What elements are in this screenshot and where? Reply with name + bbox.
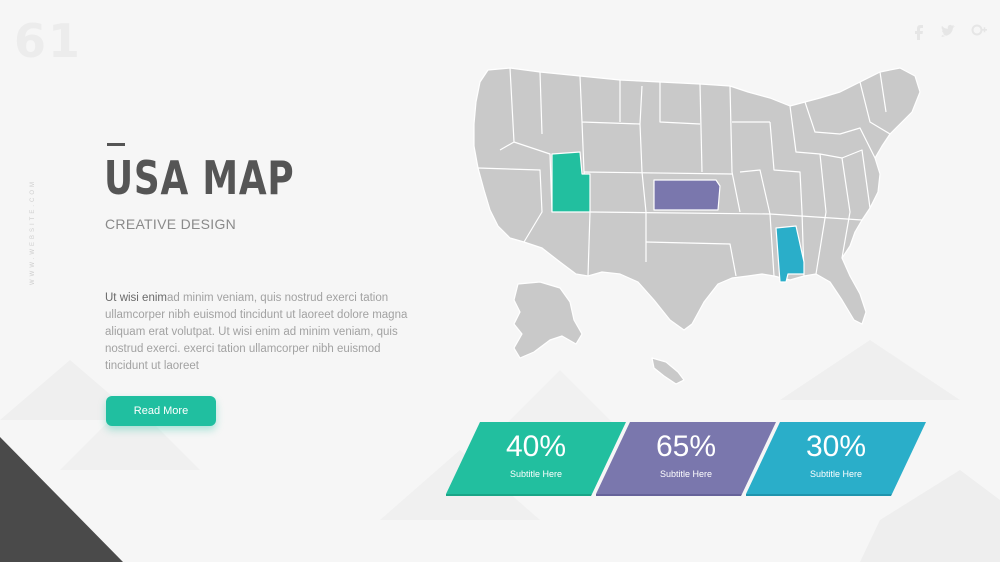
slide-number: 61	[14, 14, 83, 68]
body-paragraph: Ut wisi enimad minim veniam, quis nostru…	[105, 290, 420, 375]
usa-map	[473, 67, 921, 385]
map-hawaii	[651, 357, 685, 385]
stat-card-3-shape	[746, 422, 926, 496]
stat-3-label: Subtitle Here	[809, 469, 863, 479]
page-subtitle: CREATIVE DESIGN	[105, 216, 237, 232]
map-alaska	[513, 281, 583, 359]
dark-corner-triangle	[0, 437, 123, 562]
stat-2-label: Subtitle Here	[659, 469, 713, 479]
stat-2-value: 65%	[655, 430, 717, 463]
map-state-utah	[551, 151, 591, 213]
read-more-button[interactable]: Read More	[106, 396, 216, 426]
stat-card-1: 40% Subtitle Here	[446, 422, 626, 496]
stat-1-value: 40%	[505, 430, 567, 463]
stat-1-label: Subtitle Here	[509, 469, 563, 479]
stat-card-2: 65% Subtitle Here	[596, 422, 776, 496]
map-state-alabama	[775, 225, 805, 283]
stat-card-3: 30% Subtitle Here	[746, 422, 926, 496]
stat-card-2-shape	[596, 422, 776, 496]
website-vertical-text: WWW.WEBSITE.COM	[30, 179, 36, 285]
stat-3-value: 30%	[805, 430, 867, 463]
twitter-icon[interactable]	[940, 22, 958, 40]
title-accent-bar	[107, 143, 125, 146]
google-plus-icon[interactable]	[970, 22, 988, 40]
facebook-icon[interactable]	[910, 22, 928, 40]
map-state-kansas	[653, 179, 721, 211]
body-lead-text: Ut wisi enim	[105, 292, 167, 304]
stat-card-1-shape	[446, 422, 626, 496]
social-icons	[910, 22, 988, 40]
page-title: USA MAP	[104, 151, 295, 205]
body-text: ad minim veniam, quis nostrud exerci tat…	[105, 292, 408, 372]
